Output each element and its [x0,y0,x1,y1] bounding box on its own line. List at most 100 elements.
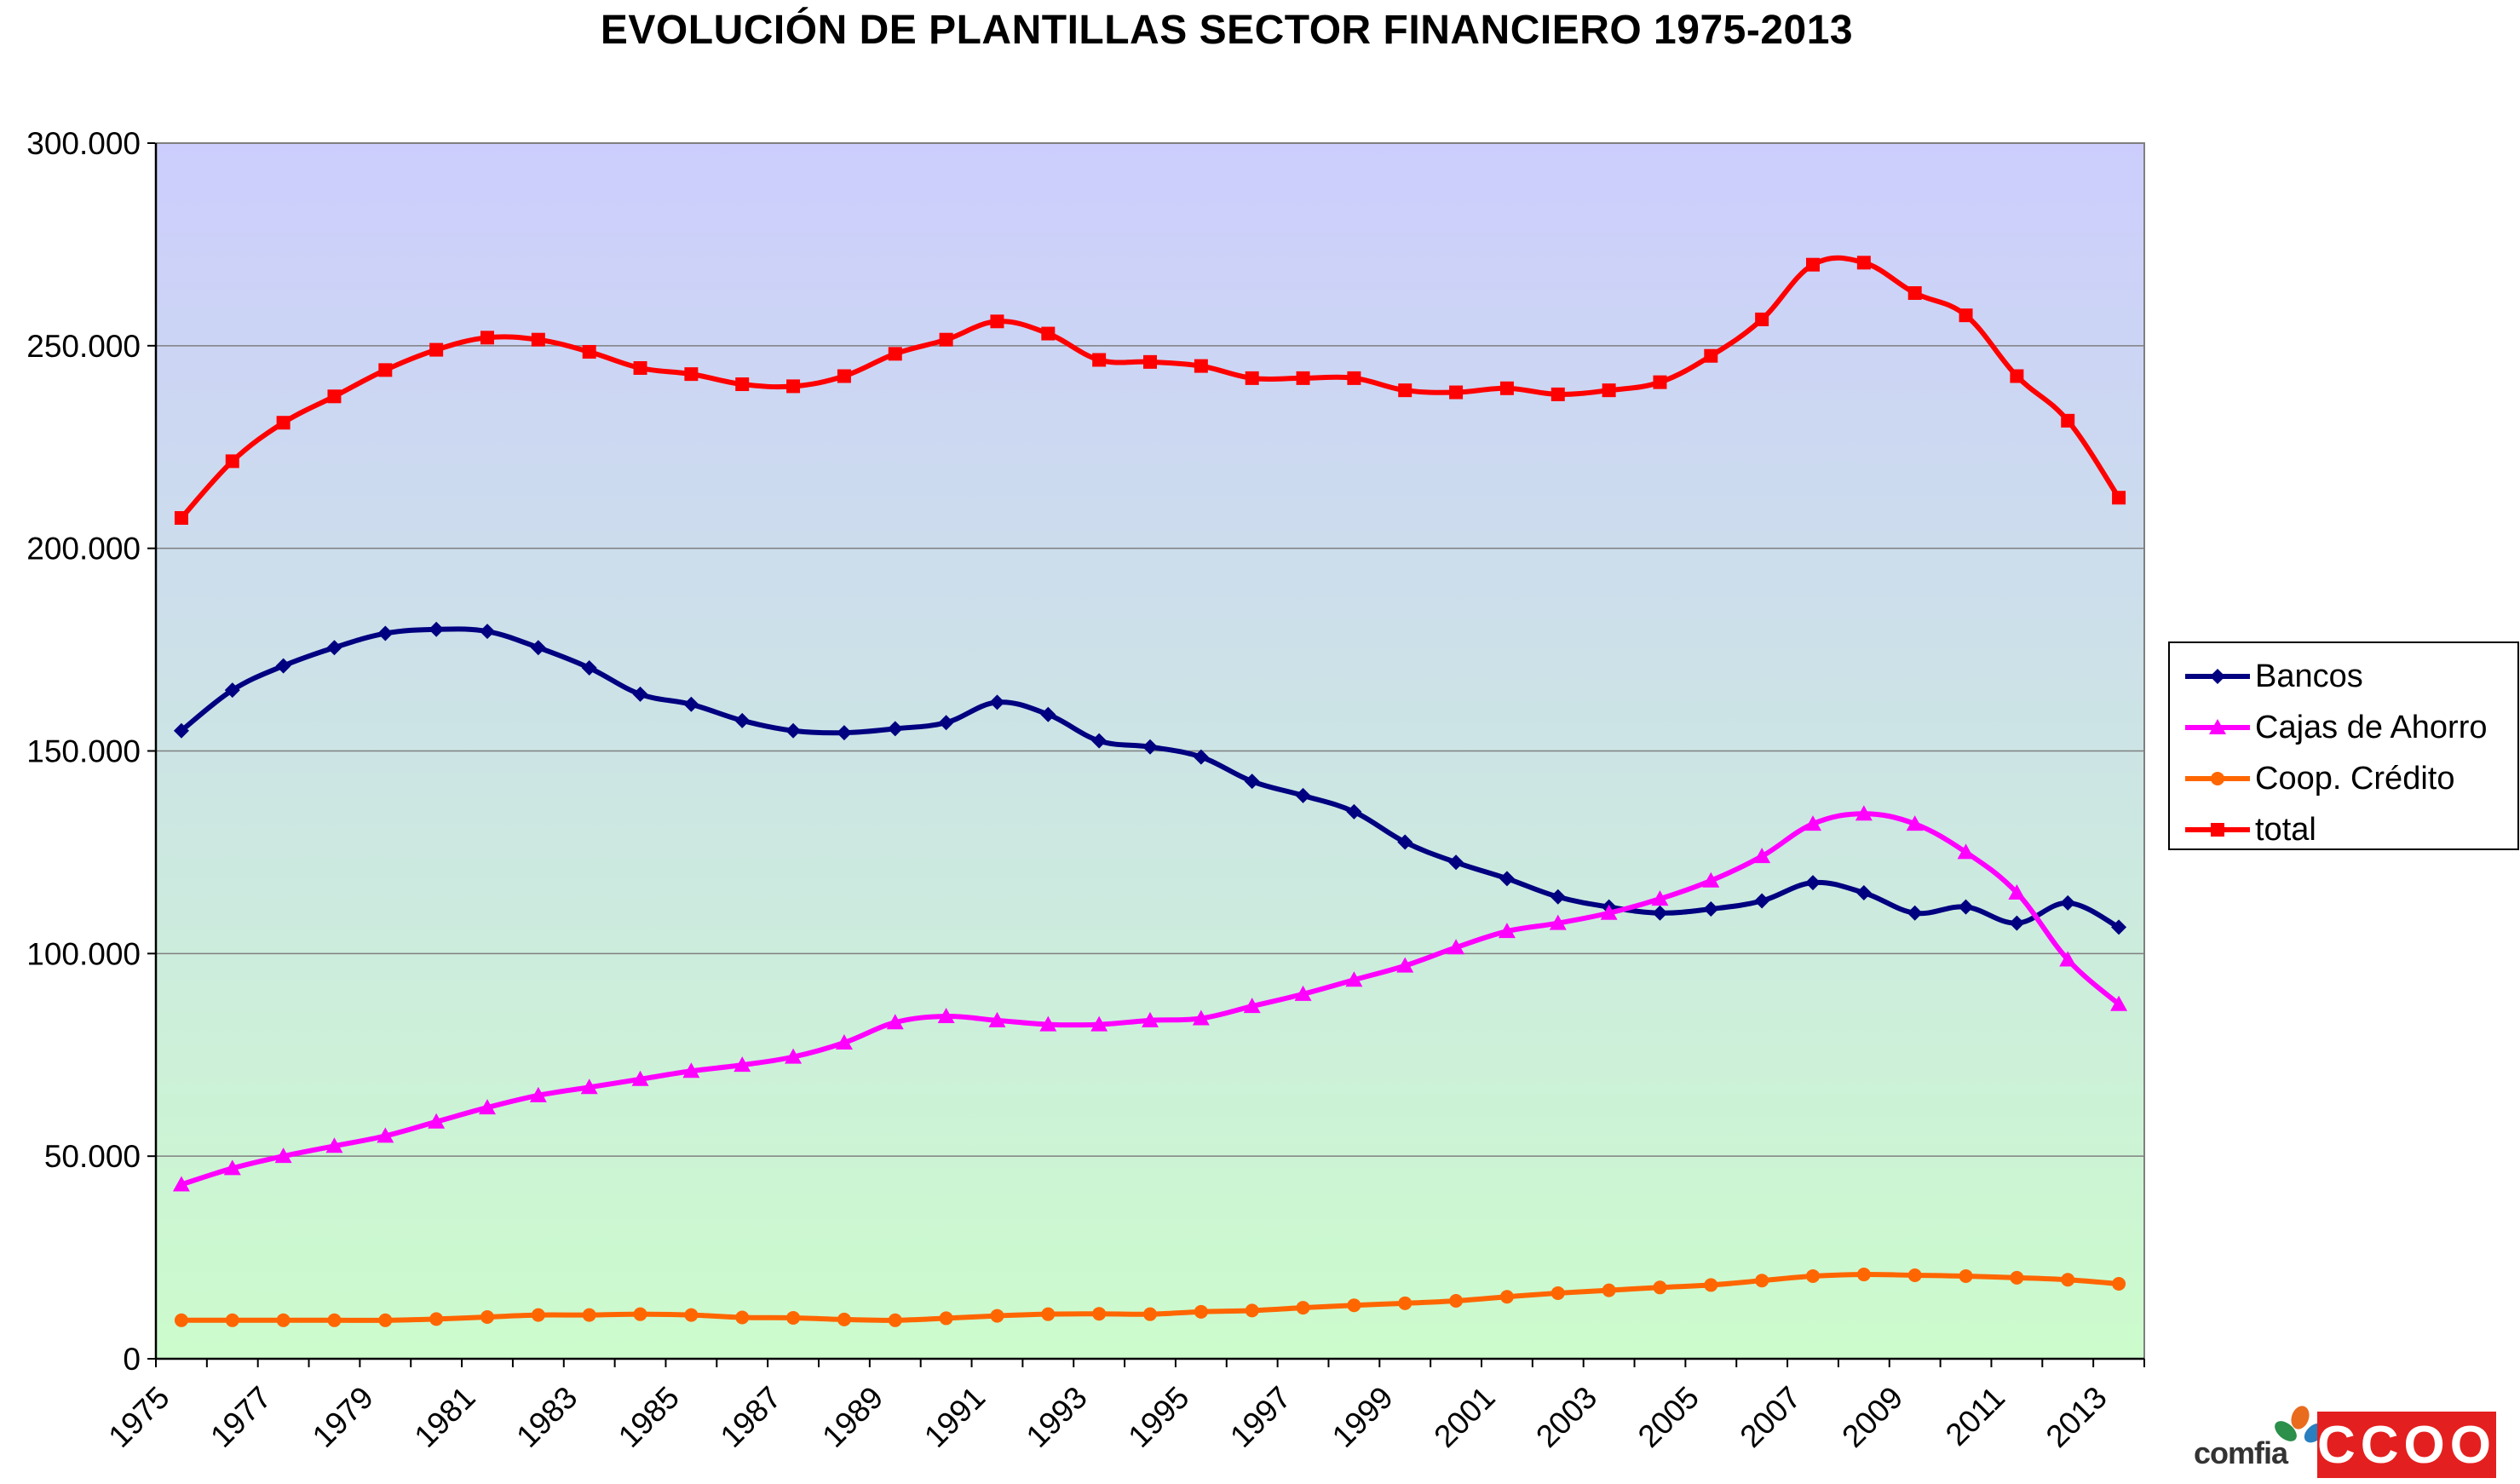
data-point-square [480,331,494,345]
y-tick-label: 200.000 [26,532,141,567]
data-point-diamond [275,658,291,674]
data-point-circle [1347,1298,1361,1313]
data-point-triangle [1600,904,1618,920]
x-tick-label: 2001 [1427,1380,1501,1454]
data-point-triangle [785,1048,803,1064]
data-point-triangle [1855,805,1873,821]
data-point-square [2112,491,2126,505]
data-point-circle [327,1313,342,1327]
data-point-circle [429,1312,444,1326]
data-point-triangle [886,1014,904,1030]
series-total [174,255,2126,525]
data-point-circle [531,1308,545,1322]
data-point-circle [2010,1270,2024,1285]
data-point-diamond [224,682,240,699]
data-point-circle [276,1313,291,1327]
data-point-square [1296,371,1310,385]
data-point-diamond [1346,803,1362,820]
data-point-triangle [1396,957,1414,973]
data-point-diamond [429,621,445,637]
data-point-triangle [529,1086,547,1102]
series-bancos [173,621,2127,935]
data-point-diamond [1958,899,1974,915]
x-tick-label: 1999 [1326,1380,1400,1454]
data-point-square [225,454,239,469]
y-tick-label: 50.000 [44,1139,141,1174]
legend-label: total [2255,812,2316,848]
data-point-diamond [1193,749,1209,765]
x-tick-label: 1991 [918,1380,992,1454]
x-tick-label: 1983 [509,1380,584,1454]
data-point-triangle [1243,998,1261,1014]
data-point-triangle [631,1070,649,1086]
data-point-square [2061,413,2075,428]
comfia-wordmark: comfia [2194,1435,2288,1470]
data-point-circle [1092,1307,1107,1321]
data-point-square [633,360,647,375]
data-point-circle [1296,1301,1310,1315]
y-tick-label: 250.000 [26,329,141,364]
data-point-circle [1602,1283,1616,1297]
data-point-circle [1856,1268,1871,1282]
data-point-diamond [2111,919,2127,935]
data-point-diamond [989,694,1005,710]
data-point-square [1041,326,1056,341]
data-point-square [1499,381,1514,395]
data-point-diamond [785,722,802,739]
data-point-diamond [683,696,699,712]
data-point-diamond [1142,739,1158,755]
data-point-square [429,342,444,357]
legend-label: Coop. Crédito [2255,761,2455,797]
data-point-diamond [326,640,342,656]
data-point-circle [990,1309,1004,1323]
y-tick-label: 150.000 [26,734,141,769]
data-point-square [1959,308,1973,323]
legend-swatch [2185,719,2250,734]
y-tick-label: 300.000 [26,126,141,161]
data-point-circle [1551,1286,1565,1300]
data-point-circle [1398,1296,1412,1310]
data-point-diamond [2009,915,2025,931]
ccoo-logo: CCOO [2317,1412,2496,1478]
data-point-triangle [1192,1009,1210,1026]
legend-label: Cajas de Ahorro [2255,710,2488,745]
data-point-diamond [1499,871,1515,887]
data-point-triangle [1957,843,1975,860]
data-point-square [684,367,699,382]
data-point-square [888,347,902,361]
data-point-square [1704,348,1718,363]
data-point-triangle [835,1033,853,1050]
data-point-diamond [2060,894,2076,911]
data-point-circle [480,1310,494,1325]
data-point-square [582,344,596,359]
data-point-triangle [1549,914,1567,930]
data-point-triangle [2209,719,2226,734]
x-tick-label: 1989 [815,1380,889,1454]
series-cajas-de-ahorro [172,805,2128,1192]
data-point-square [735,377,750,392]
data-point-circle [1806,1268,1820,1283]
data-point-square [1194,359,1208,373]
data-point-diamond [632,686,648,702]
data-point-square [990,314,1004,329]
data-point-square [1245,371,1259,385]
data-point-diamond [1040,706,1056,722]
data-point-square [1092,353,1107,367]
data-point-triangle [734,1056,751,1073]
data-point-circle [633,1307,647,1321]
data-point-triangle [325,1137,343,1153]
data-point-square [378,363,393,377]
data-point-square [2010,369,2024,383]
data-point-diamond [1550,889,1566,905]
data-point-diamond [1397,834,1413,850]
data-point-circle [1194,1304,1208,1319]
data-point-circle [1907,1268,1922,1283]
data-point-triangle [1498,923,1516,939]
data-point-triangle [2059,951,2077,967]
data-point-diamond [480,624,495,640]
x-tick-label: 2011 [1939,1380,2011,1452]
x-tick-label: 2003 [1529,1380,1603,1454]
ccoo-wordmark: CCOO [2317,1416,2496,1475]
data-point-triangle [377,1127,394,1143]
